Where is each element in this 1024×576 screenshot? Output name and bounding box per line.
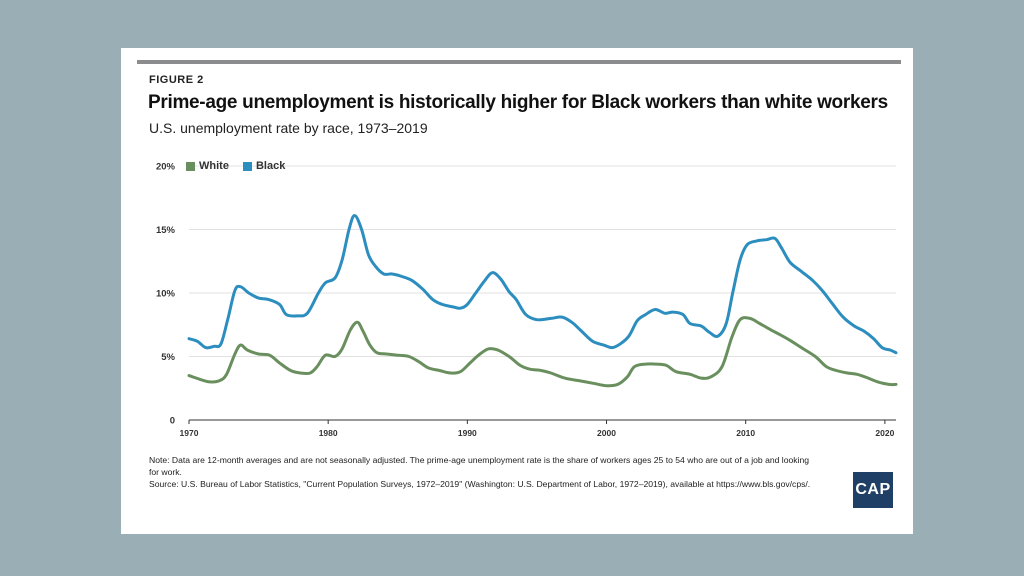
line-chart: 0 5% 10% 15% 20% 1970 1980 1990 2000 2010 2020 bbox=[156, 162, 898, 438]
y-tick-label: 15% bbox=[156, 225, 176, 236]
legend-label-white: White bbox=[199, 160, 229, 172]
note-text: Note: Data are 12-month averages and are… bbox=[149, 455, 810, 477]
figure-label: FIGURE 2 bbox=[149, 74, 204, 86]
cap-logo: CAP bbox=[853, 472, 893, 508]
x-tick-label: 1980 bbox=[319, 428, 338, 438]
x-tick-label: 2000 bbox=[597, 428, 616, 438]
legend-item-black: Black bbox=[242, 160, 286, 172]
x-tick-label: 1990 bbox=[458, 428, 477, 438]
y-tick-label: 10% bbox=[156, 289, 176, 300]
x-tick-label: 2020 bbox=[875, 428, 894, 438]
legend-swatch-black bbox=[242, 161, 252, 171]
y-tick-label: 5% bbox=[161, 352, 175, 363]
x-tick-label: 2010 bbox=[736, 428, 755, 438]
figure-card: FIGURE 2 Prime-age unemployment is histo… bbox=[121, 48, 913, 534]
footnotes: Note: Data are 12-month averages and are… bbox=[149, 454, 819, 490]
legend-swatch-white bbox=[186, 161, 195, 171]
series-lines bbox=[187, 214, 898, 388]
gridlines bbox=[189, 165, 896, 357]
legend: White Black bbox=[186, 160, 285, 172]
top-rule bbox=[137, 60, 901, 64]
chart-subtitle: U.S. unemployment rate by race, 1973–201… bbox=[149, 120, 428, 136]
x-tick-label: 1970 bbox=[180, 428, 199, 438]
legend-label-black: Black bbox=[255, 160, 286, 172]
y-tick-label: 0 bbox=[170, 416, 175, 427]
legend-item-white: White bbox=[186, 160, 229, 172]
source-text: Source: U.S. Bureau of Labor Statistics,… bbox=[149, 479, 811, 489]
series-line-white bbox=[187, 316, 898, 388]
y-axis: 0 5% 10% 15% 20% bbox=[156, 162, 176, 427]
series-line-black bbox=[187, 214, 898, 355]
chart-title: Prime-age unemployment is historically h… bbox=[148, 92, 888, 113]
x-axis: 1970 1980 1990 2000 2010 2020 bbox=[180, 419, 896, 438]
y-tick-label: 20% bbox=[156, 162, 176, 173]
